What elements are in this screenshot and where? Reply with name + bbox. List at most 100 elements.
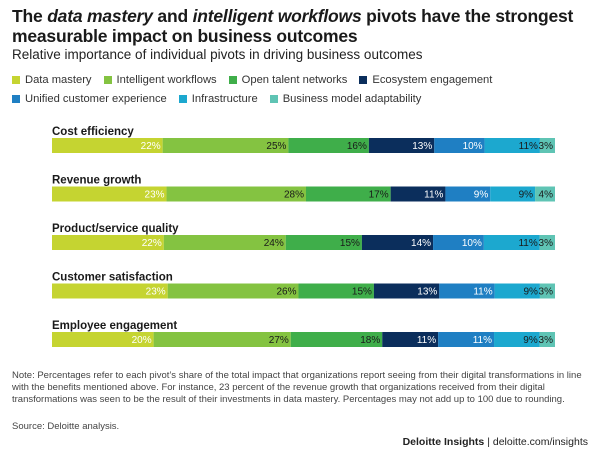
category-label: Revenue growth bbox=[52, 175, 141, 187]
data-label: 11% bbox=[473, 287, 492, 298]
bar-segment bbox=[535, 186, 555, 202]
data-label: 18% bbox=[360, 335, 380, 346]
title-mid: and bbox=[152, 6, 193, 26]
bar-segment bbox=[483, 235, 540, 250]
bar-segment bbox=[445, 186, 491, 202]
data-label: 11% bbox=[417, 335, 436, 346]
chart-legend: Data mastery Intelligent workflows Open ta… bbox=[12, 71, 592, 109]
data-label: 20% bbox=[132, 335, 152, 346]
data-label: 26% bbox=[276, 287, 296, 298]
bar-segment bbox=[539, 283, 555, 299]
bar-segment bbox=[153, 332, 291, 347]
data-label: 3% bbox=[539, 238, 554, 249]
chart-note: Note: Percentages refer to each pivot’s … bbox=[12, 370, 582, 405]
bar-segment bbox=[539, 138, 555, 153]
data-label: 10% bbox=[462, 238, 482, 249]
data-label: 13% bbox=[417, 287, 437, 298]
footer: Deloitte Insights | deloitte.com/insight… bbox=[403, 436, 588, 448]
legend-item-business-model-adaptability: Business model adaptability bbox=[269, 90, 422, 108]
data-label: 24% bbox=[264, 238, 284, 249]
legend-label: Intelligent workflows bbox=[116, 74, 217, 86]
bar-segment bbox=[298, 283, 374, 299]
bar-segment bbox=[52, 332, 154, 347]
bar-segment bbox=[494, 283, 540, 299]
data-label: 25% bbox=[266, 141, 286, 152]
data-label: 28% bbox=[284, 190, 304, 201]
bar-segment bbox=[162, 138, 289, 153]
bar-segment bbox=[166, 186, 306, 202]
bar-segment bbox=[288, 138, 369, 153]
data-label: 11% bbox=[518, 238, 537, 249]
data-label: 13% bbox=[412, 141, 432, 152]
bar-segment bbox=[373, 283, 440, 299]
title-prefix: The bbox=[12, 6, 48, 26]
bar-segment bbox=[433, 235, 484, 250]
legend-swatch bbox=[103, 76, 112, 84]
legend-label: Business model adaptability bbox=[282, 93, 422, 105]
data-label: 16% bbox=[347, 141, 367, 152]
chart-subtitle: Relative importance of individual pivots… bbox=[12, 47, 423, 62]
bar-segment bbox=[52, 138, 163, 153]
bar-segment bbox=[368, 138, 435, 153]
bar-segment bbox=[484, 138, 540, 153]
legend-label: Data mastery bbox=[25, 74, 92, 86]
legend-label: Ecosystem engagement bbox=[372, 74, 493, 86]
legend-item-ecosystem-engagement: Ecosystem engagement bbox=[359, 71, 492, 89]
legend-swatch bbox=[359, 76, 368, 84]
data-label: 10% bbox=[463, 141, 483, 152]
bar-segment bbox=[434, 138, 485, 153]
bar-segment bbox=[305, 186, 391, 202]
bar-segment bbox=[361, 235, 434, 250]
title-emphasis-data-mastery: data mastery bbox=[47, 6, 153, 26]
category-label: Cost efficiency bbox=[52, 126, 134, 138]
title-suffix: pivots have the strongest measurable imp… bbox=[12, 6, 574, 46]
data-label: 9% bbox=[523, 287, 538, 298]
footer-url[interactable]: deloitte.com/insights bbox=[492, 436, 588, 448]
category-label: Employee engagement bbox=[52, 320, 177, 332]
data-label: 9% bbox=[474, 190, 489, 201]
bar-segment bbox=[438, 332, 495, 347]
data-label: 23% bbox=[145, 190, 165, 201]
legend-item-intelligent-workflows: Intelligent workflows bbox=[103, 71, 217, 89]
data-label: 9% bbox=[519, 190, 534, 201]
bar-segment bbox=[163, 235, 286, 250]
data-label: 3% bbox=[539, 287, 554, 298]
bar-segment bbox=[390, 186, 446, 202]
data-label: 17% bbox=[369, 190, 389, 201]
bar-segment bbox=[290, 332, 383, 347]
chart-title: The data mastery and intelligent workflo… bbox=[12, 6, 587, 46]
data-label: 9% bbox=[523, 335, 538, 346]
bar-segment bbox=[52, 186, 167, 202]
data-label: 3% bbox=[539, 335, 554, 346]
bar-segment bbox=[382, 332, 439, 347]
data-label: 23% bbox=[146, 287, 166, 298]
chart-source: Source: Deloitte analysis. bbox=[12, 421, 120, 432]
bar-segment bbox=[52, 283, 168, 299]
data-label: 11% bbox=[473, 335, 492, 346]
category-label: Product/service quality bbox=[52, 223, 179, 235]
data-label: 11% bbox=[519, 141, 538, 152]
legend-swatch bbox=[269, 95, 278, 103]
legend-label: Unified customer experience bbox=[25, 93, 167, 105]
data-label: 27% bbox=[269, 335, 289, 346]
footer-separator: | bbox=[487, 436, 490, 448]
legend-item-infrastructure: Infrastructure bbox=[178, 90, 258, 108]
bar-segment bbox=[167, 283, 299, 299]
legend-label: Infrastructure bbox=[191, 93, 258, 105]
legend-swatch bbox=[12, 95, 20, 103]
data-label: 15% bbox=[340, 238, 360, 249]
legend-item-unified-customer-experience: Unified customer experience bbox=[12, 90, 167, 108]
data-label: 22% bbox=[142, 238, 162, 249]
category-label: Customer satisfaction bbox=[52, 272, 173, 284]
bar-segment bbox=[285, 235, 362, 250]
legend-swatch bbox=[12, 76, 20, 84]
legend-swatch bbox=[178, 95, 187, 103]
bar-segment bbox=[439, 283, 495, 299]
legend-swatch bbox=[228, 76, 237, 84]
bar-segment bbox=[52, 235, 164, 250]
bar-segment bbox=[494, 332, 540, 347]
bar-segment bbox=[490, 186, 536, 202]
footer-brand: Deloitte Insights bbox=[402, 436, 485, 448]
data-label: 3% bbox=[539, 141, 554, 152]
